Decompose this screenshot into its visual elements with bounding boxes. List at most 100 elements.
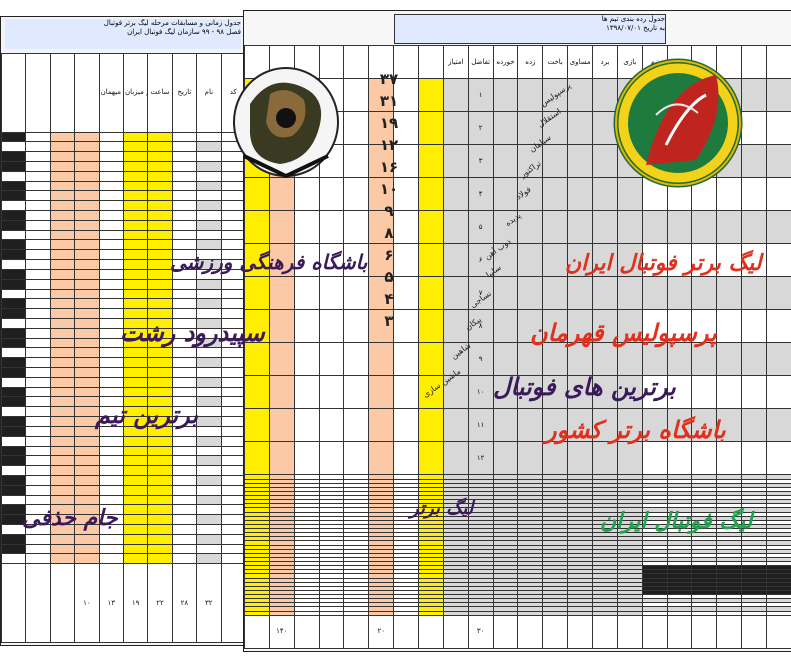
table-cell (393, 375, 420, 410)
table-cell (122, 190, 149, 202)
table-row (244, 528, 791, 534)
table-cell (147, 533, 173, 545)
right-footer-cell (517, 614, 544, 650)
table-row (1, 357, 246, 369)
left-col-head: تیم میزبان (122, 53, 149, 133)
table-cell (74, 357, 100, 369)
right-col-head: زده (517, 44, 544, 80)
table-cell (567, 177, 594, 212)
table-cell (343, 144, 370, 179)
table-cell (641, 342, 668, 377)
table-cell (196, 425, 222, 437)
table-cell (171, 435, 198, 447)
table-cell (74, 484, 100, 496)
table-cell (49, 416, 76, 427)
table-cell (122, 367, 149, 378)
table-cell (542, 441, 569, 476)
table-cell (293, 342, 320, 377)
table-cell (196, 210, 222, 221)
table-cell (442, 441, 469, 476)
table-cell (196, 151, 222, 162)
table-cell (567, 342, 594, 377)
table-cell (220, 494, 246, 506)
left-header-line1: جدول زمانی و مسابقات مرحله لیگ برتر فوتب… (103, 19, 241, 27)
table-cell (492, 243, 519, 278)
table-cell (318, 243, 345, 278)
left-footer-cell: ۱۹ (122, 563, 149, 643)
table-cell (147, 445, 173, 457)
table-cell (716, 441, 743, 476)
table-cell (220, 288, 246, 300)
table-cell (196, 416, 222, 427)
table-cell (74, 219, 100, 231)
table-cell (122, 445, 149, 457)
table-cell (293, 441, 320, 476)
table-cell (147, 543, 173, 555)
handwriting-line-3: برترین تیم (95, 400, 199, 429)
table-cell (171, 131, 198, 143)
table-cell (196, 553, 222, 565)
table-row: ۱۲ (244, 441, 791, 476)
table-cell (492, 408, 519, 443)
right-col-head: باخت (542, 44, 569, 80)
table-cell (147, 494, 173, 506)
table-row (244, 585, 791, 591)
table-cell (517, 210, 544, 245)
left-col-head: تیم میهمان (98, 53, 124, 133)
table-cell (49, 249, 76, 261)
table-cell (1, 151, 27, 162)
table-cell (122, 465, 149, 476)
handwriting-line-2: سپیدرود رشت (120, 318, 265, 347)
table-cell (268, 375, 295, 410)
left-footer-cell: ۳۲ (196, 563, 222, 643)
table-cell (49, 170, 76, 182)
team-name: پدیده (503, 210, 523, 228)
table-cell (766, 441, 791, 476)
table-cell (98, 210, 124, 221)
table-cell (1, 298, 27, 310)
table-cell (368, 243, 395, 278)
table-row: ۵ (244, 210, 791, 245)
table-cell (1, 425, 27, 437)
left-col-head (1, 53, 27, 133)
team-name: ذوب آهن (482, 236, 513, 262)
table-row (1, 160, 246, 172)
left-footer-cell: ۲۲ (147, 563, 173, 643)
team-name: استقلال (536, 106, 563, 130)
table-cell (147, 367, 173, 378)
table-cell (25, 425, 51, 437)
table-cell (517, 309, 544, 344)
table-cell (25, 200, 51, 212)
table-cell (147, 229, 173, 241)
team-name: ماشین سازی (421, 366, 463, 400)
table-cell (122, 288, 149, 300)
table-cell (25, 170, 51, 182)
table-cell (49, 494, 76, 506)
table-cell (147, 278, 173, 290)
right-footer-cell (741, 614, 768, 650)
table-row (1, 396, 246, 408)
table-cell (196, 504, 222, 516)
table-cell (641, 441, 668, 476)
table-cell (766, 243, 791, 278)
table-cell (49, 219, 76, 231)
table-cell (220, 514, 246, 526)
table-cell (74, 249, 100, 261)
right-footer-cell: ۱۴۰ (268, 614, 295, 650)
table-row (1, 445, 246, 457)
table-cell (343, 111, 370, 146)
table-row (1, 180, 246, 192)
table-cell (567, 111, 594, 146)
table-cell (368, 408, 395, 443)
table-cell (25, 376, 51, 388)
table-cell (244, 375, 270, 410)
table-cell (542, 309, 569, 344)
rank-number: ۱۲ (379, 136, 399, 154)
table-cell (318, 210, 345, 245)
table-cell (293, 309, 320, 344)
handwriting-right-3: برترین های فوتبال (493, 372, 676, 401)
table-cell (343, 375, 370, 410)
table-cell (25, 484, 51, 496)
table-cell (49, 396, 76, 408)
table-cell (418, 276, 444, 311)
